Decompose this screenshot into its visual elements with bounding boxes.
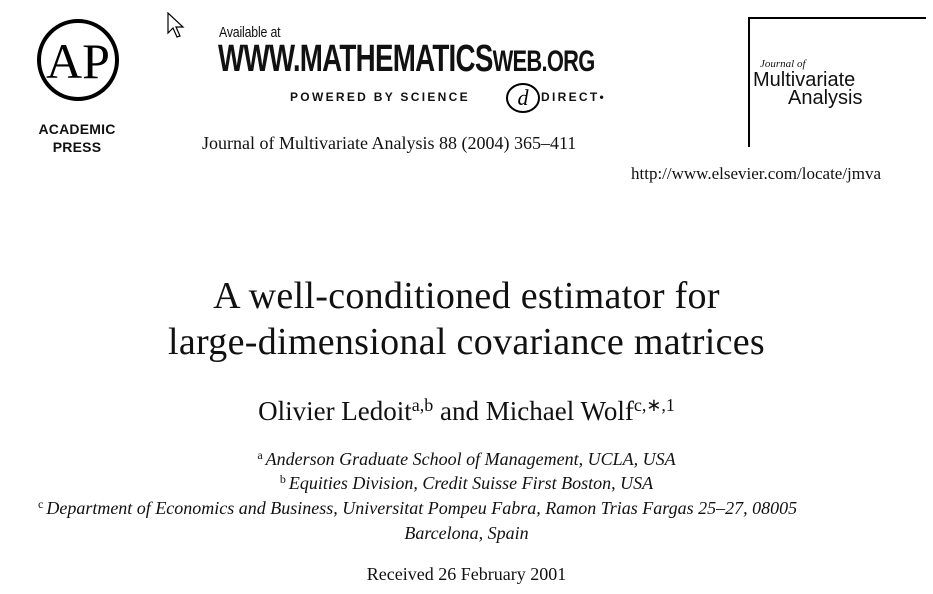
authors-and: and [433,396,486,426]
available-at-label: Available at [219,24,281,41]
journal-of-label: Journal of [760,58,806,70]
publisher-name-line2: PRESS [52,139,102,155]
journal-title-line2: Analysis [788,87,863,109]
author-1: Olivier Ledoit [258,396,412,426]
academic-press-logo: AP ACADEMIC PRESS [22,18,132,158]
journal-box-border-left [748,17,750,147]
affiliation-mark: b [279,472,286,486]
url-tail: WEB.ORG [492,45,596,78]
svg-text:d: d [518,85,530,110]
paper-title-line2: large-dimensional covariance matrices [167,321,766,363]
paper-title-line1: A well-conditioned estimator for [213,275,720,317]
svg-text:AP: AP [46,33,110,89]
affiliation-c-continued: Barcelona, Spain [404,523,529,543]
powered-by-label: POWERED BY SCIENCE [290,90,470,104]
author-2: Michael Wolf [485,396,634,426]
affiliation-text: Equities Division, Credit Suisse First B… [288,473,654,493]
science-direct-at-icon: d [505,80,541,119]
author-2-affiliation-marks: c,∗,1 [633,395,675,415]
affiliation-c: c Department of Economics and Business, U… [38,496,797,520]
journal-box-border-top [748,17,926,19]
received-date: Received 26 February 2001 [366,564,567,584]
ap-emblem-icon: AP [37,19,119,101]
journal-title-line1: Multivariate [753,69,856,91]
paper-authors: Olivier Ledoita,b and Michael Wolfc,∗,1 [0,394,933,428]
journal-url-link[interactable]: http://www.elsevier.com/locate/jmva [631,164,882,183]
publisher-name: ACADEMIC PRESS [22,120,132,156]
url-main: WWW.MATHEMATICS [218,38,493,80]
affiliation-b: b Equities Division, Credit Suisse First … [0,471,933,495]
publisher-name-line1: ACADEMIC [38,121,116,137]
affiliation-text: Anderson Graduate School of Management, … [265,449,676,469]
journal-citation: Journal of Multivariate Analysis 88 (200… [202,133,577,153]
affiliation-a: a Anderson Graduate School of Management,… [0,447,933,471]
paper-title: A well-conditioned estimator for large-d… [0,273,933,365]
affiliation-mark: c [38,497,44,511]
mathematics-web-url[interactable]: WWW.MATHEMATICSWEB.ORG [218,38,595,83]
affiliation-mark: a [257,448,263,462]
direct-label: DIRECT• [541,90,606,104]
affiliation-text: Department of Economics and Business, Un… [46,498,798,518]
author-1-affiliation-marks: a,b [411,395,434,415]
mouse-cursor-icon [167,11,187,45]
